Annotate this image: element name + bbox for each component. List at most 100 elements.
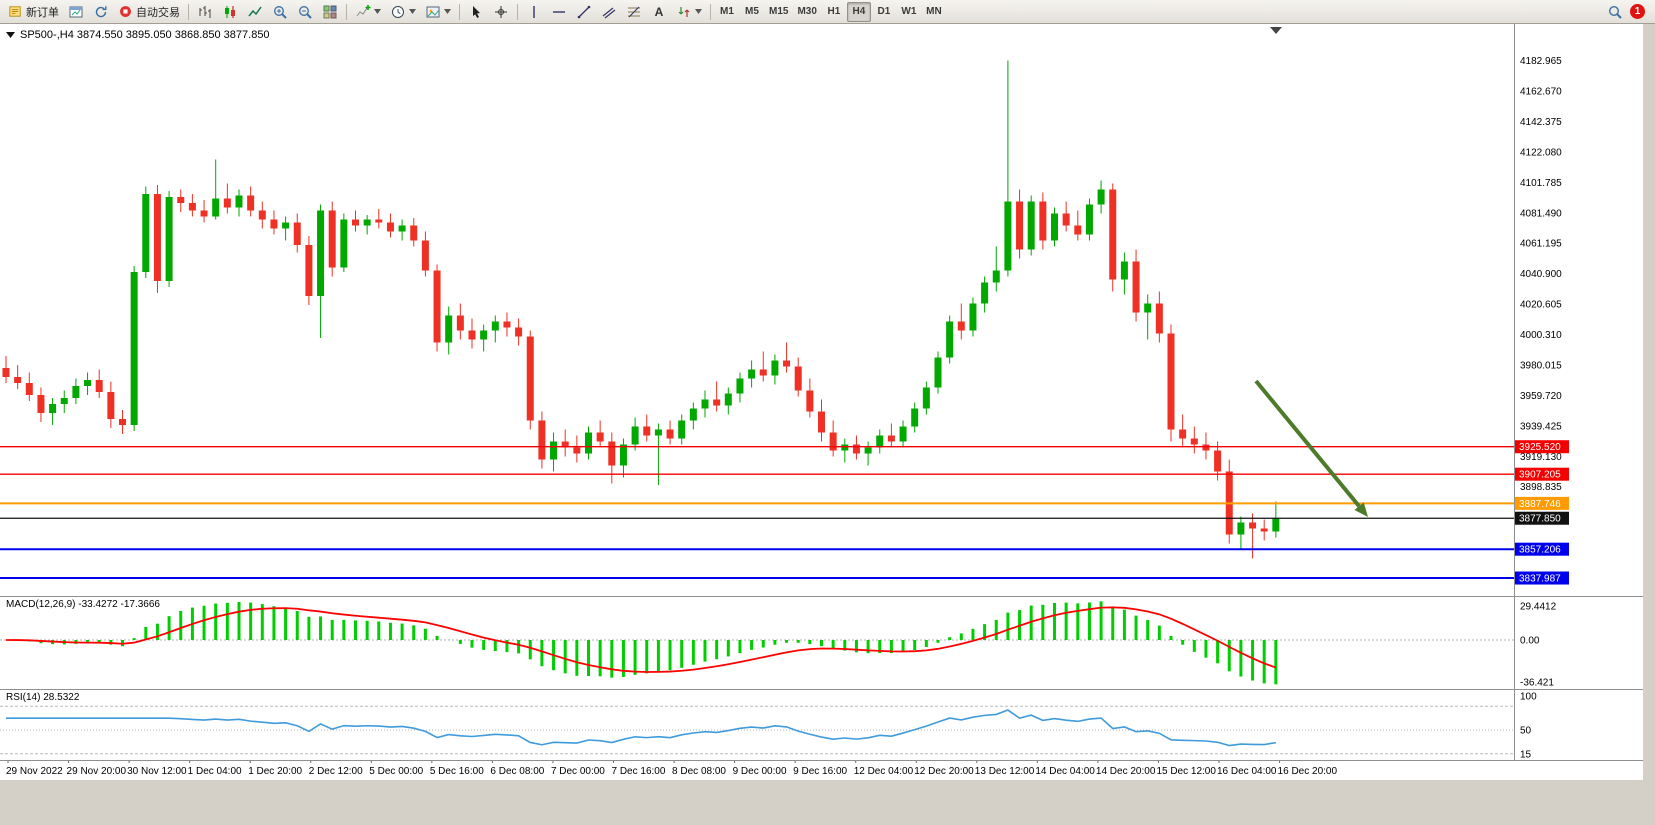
candle-body: [25, 383, 33, 395]
candle-body: [386, 222, 394, 232]
timeframe-m1[interactable]: M1: [715, 2, 739, 22]
timeframe-h4[interactable]: H4: [846, 1, 871, 22]
new-order-button[interactable]: 新订单: [4, 2, 63, 22]
candle-body: [293, 222, 301, 245]
timeframe-mn[interactable]: MN: [922, 2, 946, 22]
bar-chart-button[interactable]: [193, 2, 217, 22]
zoom-out-button[interactable]: [293, 2, 317, 22]
candle-body: [911, 408, 919, 427]
candle-body: [666, 429, 674, 439]
indicators-button[interactable]: [351, 2, 385, 22]
candle-body: [153, 194, 161, 281]
candle-body: [585, 432, 592, 454]
candle-body: [841, 444, 849, 451]
main-price-panel[interactable]: [0, 60, 1514, 580]
candle-body: [363, 219, 371, 226]
price-tick-label: 4020.605: [1520, 300, 1562, 311]
candle-body: [736, 378, 744, 394]
cursor-button[interactable]: [464, 2, 488, 22]
candle-body: [445, 315, 453, 343]
candle-body: [2, 368, 10, 377]
candle-body: [142, 194, 150, 272]
templates-button[interactable]: [421, 2, 455, 22]
price-tick-label: 4142.375: [1520, 117, 1562, 128]
candle-body: [619, 444, 627, 466]
trendline-button[interactable]: [572, 2, 596, 22]
chart-window-button[interactable]: [64, 2, 88, 22]
dropdown-chevron-icon: [695, 9, 702, 14]
candle-body: [992, 270, 1000, 283]
notification-badge[interactable]: 1: [1630, 4, 1645, 19]
candle-body: [107, 392, 115, 419]
crosshair-button[interactable]: [489, 2, 513, 22]
price-badge-label: 3907.205: [1519, 470, 1561, 481]
dropdown-chevron-icon: [409, 9, 416, 14]
price-badge-label: 3877.850: [1519, 514, 1561, 525]
horizontal-line-button[interactable]: [547, 2, 571, 22]
dropdown-chevron-icon: [444, 9, 451, 14]
vertical-line-button[interactable]: [522, 2, 546, 22]
timeframe-d1[interactable]: D1: [872, 2, 896, 22]
price-badge-label: 3857.206: [1519, 545, 1561, 556]
trendline-icon: [577, 5, 591, 18]
chart-window[interactable]: 4182.965 4162.670 4142.375 4122.080 4101.785…: [0, 24, 1655, 825]
candle-body: [1027, 201, 1035, 250]
candle-body: [352, 219, 359, 226]
time-axis[interactable]: 29 Nov 2022 29 Nov 20:00 30 Nov 12:00 1 Dec…: [6, 760, 1337, 777]
time-label: 9 Dec 00:00: [733, 766, 787, 777]
periods-button[interactable]: [386, 2, 420, 22]
timeframe-m30[interactable]: M30: [793, 2, 820, 22]
candle-body: [1074, 225, 1082, 235]
refresh-button[interactable]: [89, 2, 113, 22]
time-label: 16 Dec 04:00: [1217, 766, 1277, 777]
timeframe-w1[interactable]: W1: [897, 2, 921, 22]
candle-body: [1155, 303, 1163, 334]
chart-canvas[interactable]: 4182.965 4162.670 4142.375 4122.080 4101.785…: [0, 24, 1655, 825]
time-label: 16 Dec 20:00: [1278, 766, 1338, 777]
text-tool-button[interactable]: A: [647, 2, 671, 22]
price-tick-label: 3939.425: [1520, 421, 1562, 432]
timeframe-m5[interactable]: M5: [740, 2, 764, 22]
line-chart-button[interactable]: [243, 2, 267, 22]
time-label: 7 Dec 00:00: [551, 766, 605, 777]
rsi-panel[interactable]: [0, 705, 1514, 755]
time-label: 29 Nov 2022: [6, 766, 63, 777]
toolbar-separator: [517, 3, 518, 20]
candle-body: [258, 210, 266, 220]
candle-body: [503, 321, 511, 328]
candle-body: [806, 390, 814, 412]
auto-trading-button[interactable]: 自动交易: [114, 2, 184, 22]
annotation-arrow[interactable]: [1254, 379, 1361, 508]
timeframe-h1[interactable]: H1: [822, 2, 846, 22]
candle-body: [235, 195, 243, 208]
fibonacci-button[interactable]: [622, 2, 646, 22]
candle-body: [95, 380, 103, 392]
price-axis[interactable]: 4182.965 4162.670 4142.375 4122.080 4101.785…: [1515, 56, 1569, 760]
vertical-line-icon: [533, 5, 535, 18]
candle-body: [957, 321, 965, 331]
candle-body: [852, 444, 860, 454]
timeframe-m15[interactable]: M15: [765, 2, 792, 22]
equidistant-channel-button[interactable]: [597, 2, 621, 22]
toolbar-separator: [188, 3, 189, 20]
candle-body: [596, 432, 604, 442]
candle-body: [49, 404, 57, 413]
arrows-tool-button[interactable]: [672, 2, 706, 22]
candlestick-chart-button[interactable]: [218, 2, 242, 22]
tile-windows-button[interactable]: [318, 2, 342, 22]
one-click-trading-toggle-icon[interactable]: [6, 32, 15, 38]
candle-body: [491, 321, 499, 331]
chart-shift-marker[interactable]: [1270, 27, 1282, 34]
search-button[interactable]: [1603, 2, 1627, 22]
candle-body: [1004, 201, 1012, 271]
arrows-icon: [678, 6, 690, 17]
zoom-in-button[interactable]: [268, 2, 292, 22]
macd-panel[interactable]: [0, 601, 1514, 685]
candle-body: [305, 245, 313, 296]
candle-body: [130, 272, 138, 425]
zoom-out-icon: [299, 5, 312, 19]
cursor-icon: [473, 5, 480, 18]
candle-body: [771, 360, 779, 376]
candle-body: [1051, 213, 1058, 241]
